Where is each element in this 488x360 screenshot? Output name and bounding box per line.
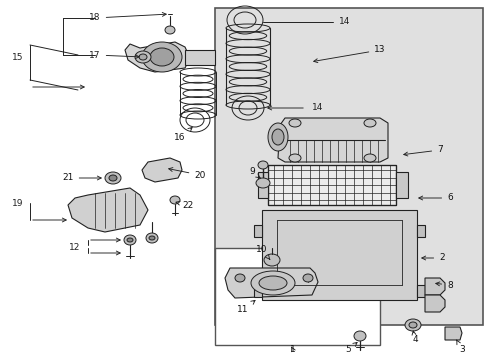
Ellipse shape [256,178,269,188]
Text: 12: 12 [69,243,81,252]
Ellipse shape [288,119,301,127]
Ellipse shape [127,238,133,242]
Ellipse shape [259,276,286,290]
Ellipse shape [135,51,151,63]
Ellipse shape [105,172,121,184]
Ellipse shape [363,154,375,162]
Text: 10: 10 [256,246,269,260]
Text: 1: 1 [289,346,295,355]
Text: 21: 21 [62,174,101,183]
Ellipse shape [303,274,312,282]
Text: 8: 8 [435,280,452,289]
Text: 19: 19 [12,198,24,207]
Ellipse shape [146,233,158,243]
Ellipse shape [164,26,175,34]
Text: 14: 14 [312,104,323,112]
Text: 22: 22 [176,201,193,210]
Text: 18: 18 [89,13,166,22]
Ellipse shape [170,196,180,204]
Ellipse shape [288,154,301,162]
Polygon shape [184,50,215,65]
Bar [416,225,424,237]
Text: 13: 13 [313,45,385,63]
Text: 6: 6 [418,194,452,202]
Bar [253,225,262,237]
Text: 7: 7 [403,145,442,156]
Polygon shape [68,188,148,232]
Polygon shape [258,172,267,198]
Bar [215,8,482,325]
Polygon shape [224,268,317,298]
Ellipse shape [142,42,182,72]
Polygon shape [278,118,387,162]
Bar [262,210,416,300]
Ellipse shape [149,236,155,240]
Ellipse shape [124,235,136,245]
Text: 9: 9 [248,167,260,178]
Ellipse shape [139,54,147,60]
Text: 2: 2 [421,253,444,262]
Ellipse shape [264,254,280,266]
Polygon shape [424,278,444,295]
Ellipse shape [150,48,174,66]
Ellipse shape [258,161,267,169]
Bar [215,248,379,345]
Ellipse shape [408,322,416,328]
Ellipse shape [404,319,420,331]
Bar [267,165,395,205]
Bar [416,285,424,297]
Ellipse shape [235,274,244,282]
Ellipse shape [267,123,287,151]
Polygon shape [395,172,407,198]
Text: 20: 20 [168,168,205,180]
Polygon shape [444,327,461,340]
Bar [267,165,395,205]
Ellipse shape [271,129,284,145]
Text: 3: 3 [456,340,464,355]
Polygon shape [142,158,182,182]
Ellipse shape [109,175,117,181]
Ellipse shape [363,119,375,127]
Polygon shape [125,42,190,72]
Text: 14: 14 [339,18,350,27]
Polygon shape [424,295,444,312]
Ellipse shape [353,331,365,341]
Text: 15: 15 [12,54,24,63]
Text: 5: 5 [345,342,356,355]
Text: 17: 17 [89,50,139,59]
Bar [253,285,262,297]
Text: 16: 16 [174,127,192,143]
Text: 4: 4 [411,331,417,345]
Text: 11: 11 [237,300,255,315]
Ellipse shape [250,271,294,295]
